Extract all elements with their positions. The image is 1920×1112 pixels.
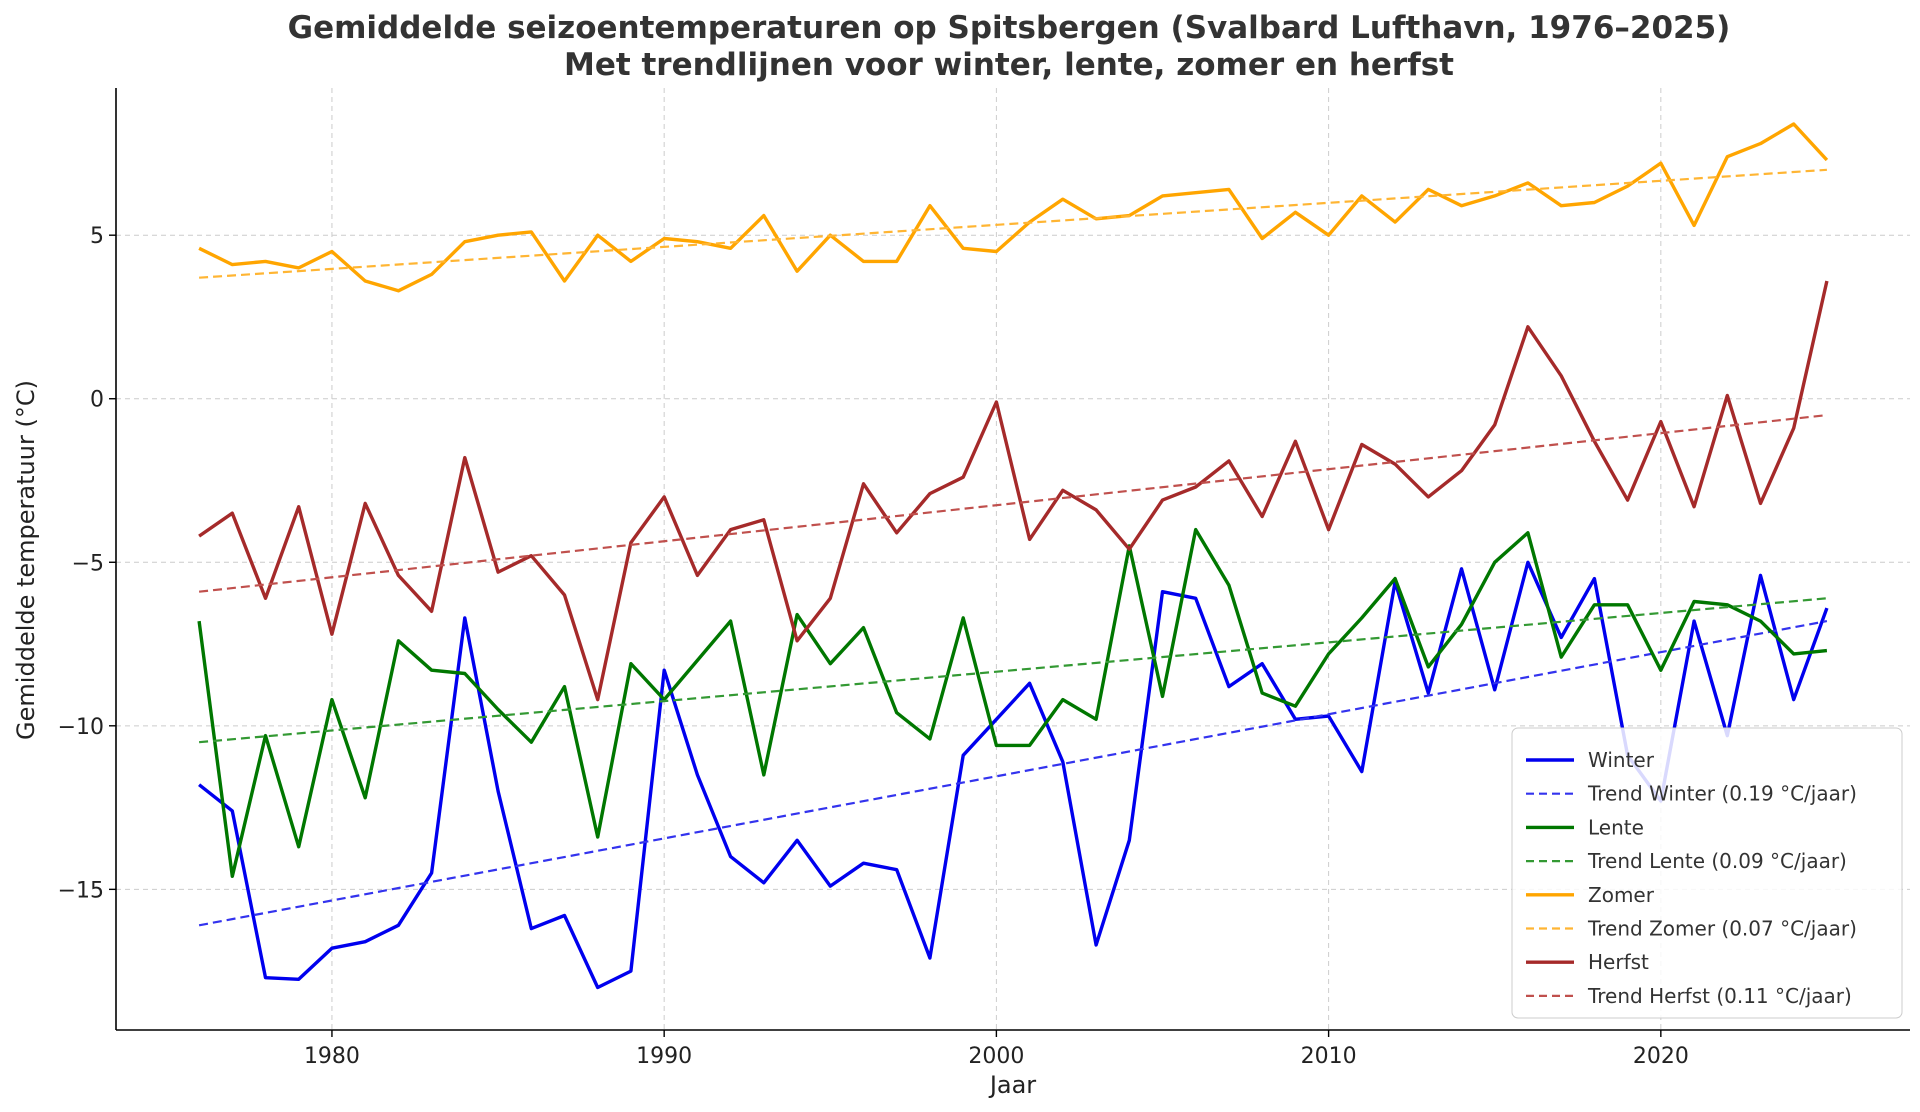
series-line-trend-herfst-0-11-c-jaar (198, 414, 1828, 593)
chart-title: Gemiddelde seizoentemperaturen op Spitsb… (288, 10, 1731, 46)
legend-label: Winter (1588, 748, 1655, 772)
x-tick-label: 1980 (304, 1044, 360, 1069)
legend-label: Trend Zomer (0.07 °C/jaar) (1587, 917, 1857, 941)
series-group (197, 122, 1829, 990)
legend-label: Trend Winter (0.19 °C/jaar) (1587, 782, 1857, 806)
x-tick-label: 2000 (968, 1044, 1024, 1069)
y-tick-label: −5 (72, 551, 104, 576)
series-line-trend-lente-0-09-c-jaar (199, 597, 1827, 744)
series-line-winter (198, 560, 1829, 990)
legend-frame (1511, 727, 1903, 1019)
legend-label: Zomer (1588, 883, 1655, 907)
x-tick-label: 2020 (1633, 1044, 1689, 1069)
y-tick-label: 0 (90, 388, 104, 413)
y-tick-label: −10 (58, 715, 104, 740)
chart-subtitle: Met trendlijnen voor winter, lente, zome… (564, 47, 1454, 83)
y-tick-label: −15 (58, 878, 104, 903)
legend-entries: Winter Trend Winter (0.19 °C/jaar) Lente Tr… (1526, 748, 1857, 1008)
y-tick-label: 5 (90, 224, 104, 249)
series-line-trend-winter-0-19-c-jaar (198, 620, 1828, 927)
legend-label: Trend Lente (0.09 °C/jaar) (1587, 849, 1847, 873)
legend-label: Trend Herfst (0.11 °C/jaar) (1587, 984, 1852, 1008)
x-tick-label: 1990 (636, 1044, 692, 1069)
series-line-zomer (198, 122, 1829, 293)
series-line-trend-zomer-0-07-c-jaar (199, 168, 1827, 279)
legend: Winter Trend Winter (0.19 °C/jaar) Lente Tr… (1511, 727, 1903, 1019)
series-line-herfst (198, 280, 1829, 702)
y-axis-label: Gemiddelde temperatuur (°C) (12, 380, 40, 740)
legend-label: Lente (1588, 815, 1644, 839)
y-ticks: −15 −10 −5 0 5 (58, 224, 116, 903)
x-axis-label: Jaar (988, 1071, 1036, 1099)
x-tick-label: 2010 (1301, 1044, 1357, 1069)
series-line-lente (197, 527, 1828, 878)
x-ticks: 1980 1990 2000 2010 2020 (304, 1030, 1689, 1069)
legend-label: Herfst (1588, 950, 1649, 974)
